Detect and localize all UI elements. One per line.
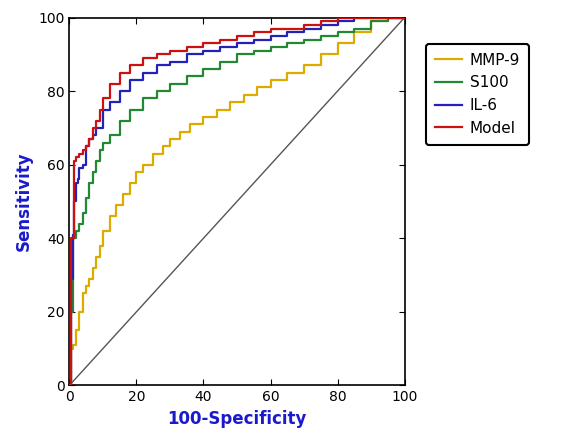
- Line: Model: Model: [69, 18, 405, 385]
- IL-6: [90, 133, 97, 138]
- S100: [234, 59, 240, 64]
- S100: [183, 81, 190, 86]
- S100: [384, 15, 391, 20]
- MMP-9: [401, 15, 408, 20]
- MMP-9: [176, 136, 183, 141]
- IL-6: [384, 15, 391, 20]
- MMP-9: [166, 136, 173, 141]
- Line: IL-6: IL-6: [69, 18, 405, 385]
- IL-6: [66, 383, 73, 388]
- X-axis label: 100-Specificity: 100-Specificity: [167, 410, 307, 428]
- MMP-9: [66, 383, 73, 388]
- S100: [66, 383, 73, 388]
- Legend: MMP-9, S100, IL-6, Model: MMP-9, S100, IL-6, Model: [425, 43, 529, 145]
- IL-6: [83, 144, 90, 149]
- S100: [116, 118, 123, 123]
- MMP-9: [90, 276, 97, 281]
- MMP-9: [106, 214, 113, 219]
- Y-axis label: Sensitivity: Sensitivity: [14, 152, 32, 251]
- Model: [92, 118, 99, 123]
- Model: [116, 70, 123, 75]
- S100: [76, 221, 83, 226]
- Model: [66, 383, 73, 388]
- IL-6: [301, 30, 307, 35]
- IL-6: [116, 88, 123, 94]
- IL-6: [351, 15, 358, 20]
- S100: [217, 59, 224, 64]
- Model: [301, 26, 307, 31]
- Model: [86, 136, 93, 141]
- Model: [384, 15, 391, 20]
- MMP-9: [351, 30, 358, 35]
- IL-6: [71, 232, 78, 237]
- Model: [334, 15, 341, 20]
- Line: MMP-9: MMP-9: [69, 18, 405, 385]
- Line: S100: S100: [69, 18, 405, 385]
- Model: [71, 236, 78, 241]
- IL-6: [401, 15, 408, 20]
- Model: [401, 15, 408, 20]
- S100: [153, 96, 160, 101]
- S100: [401, 15, 408, 20]
- MMP-9: [384, 15, 391, 20]
- MMP-9: [90, 265, 97, 270]
